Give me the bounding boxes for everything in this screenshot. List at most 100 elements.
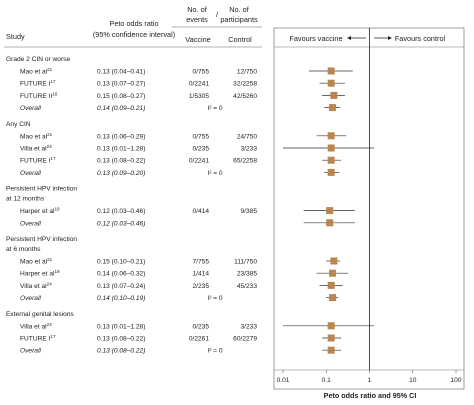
vaccine-events: 1/5305 (189, 93, 210, 100)
vaccine-events: 0/235 (192, 146, 209, 153)
overall-label: Overall (20, 220, 41, 227)
table-row: Mao et al21 0.13 (0.04–0.41) 0/755 12/750 (20, 67, 353, 76)
overall-row: Overall 0.13 (0.08–0.22) I² = 0 (20, 346, 342, 355)
point-marker (327, 144, 335, 152)
study-name: FUTURE I17 (20, 156, 56, 165)
vaccine-events: 0/235 (192, 323, 209, 330)
arrow-right-icon (374, 36, 392, 40)
table-row: Villa et al24 0.13 (0.01–1.28) 0/235 3/233 (20, 322, 375, 331)
vaccine-events: 1/414 (192, 271, 209, 278)
group-label: External genital lesions (6, 311, 75, 318)
or-ci-value: 0.13 (0.08–0.22) (97, 336, 145, 343)
study-name: Mao et al21 (20, 257, 53, 266)
overall-or-ci: 0.13 (0.09–0.20) (97, 170, 145, 177)
group-label: Persistent HPV infection (6, 186, 77, 193)
study-name: Villa et al24 (20, 322, 52, 331)
table-row: FUTURE I17 0.13 (0.08–0.22) 0/2261 60/2279 (20, 334, 342, 343)
header-participants-line1: No. of (229, 5, 249, 14)
control-events: 60/2279 (233, 336, 257, 343)
control-events: 111/750 (234, 259, 257, 266)
overall-row: Overall 0.13 (0.09–0.20) I² = 0 (20, 168, 340, 177)
point-marker (327, 334, 335, 342)
control-events: 3/233 (240, 146, 257, 153)
overall-marker (327, 168, 335, 176)
group-1: Any CIN Mao et al21 0.13 (0.06–0.29) 0/755 2… (6, 121, 375, 177)
arrow-left-icon (347, 36, 366, 40)
group-0: Grade 2 CIN or worse Mao et al21 0.13 (0.0… (6, 56, 353, 112)
point-marker (327, 156, 335, 164)
control-events: 32/2258 (233, 81, 257, 88)
control-events: 42/5260 (233, 93, 257, 100)
group-label: Grade 2 CIN or worse (6, 56, 70, 63)
or-ci-value: 0.13 (0.07–0.24) (97, 283, 145, 290)
group-label: at 6 months (6, 246, 41, 253)
overall-marker (329, 294, 337, 302)
point-marker (330, 91, 338, 99)
group-label: Persistent HPV infection (6, 236, 77, 243)
header-vaccine: Vaccine (185, 35, 210, 44)
overall-label: Overall (20, 105, 41, 112)
i-squared: I² = 0 (207, 105, 223, 112)
header-slash: / (216, 10, 219, 19)
overall-or-ci: 0.14 (0.09–0.21) (97, 105, 145, 112)
table-row: Harper et al19 0.14 (0.06–0.32) 1/414 23/38… (20, 269, 349, 278)
header-study: Study (6, 32, 25, 41)
x-tick-label: 100 (450, 377, 461, 384)
study-name: Villa et al24 (20, 144, 52, 153)
favours-vaccine-label: Favours vaccine (289, 34, 342, 43)
table-row: Villa et al24 0.13 (0.01–1.28) 0/235 3/233 (20, 144, 375, 153)
plot-panel-frame (273, 27, 465, 390)
control-events: 12/750 (237, 69, 258, 76)
point-marker (327, 79, 335, 87)
overall-label: Overall (20, 295, 41, 302)
study-name: Villa et al24 (20, 281, 52, 290)
overall-or-ci: 0.12 (0.03–0.46) (97, 220, 145, 227)
favours-control-label: Favours control (395, 34, 446, 43)
header-control: Control (228, 35, 252, 44)
point-marker (329, 269, 337, 277)
or-ci-value: 0.13 (0.06–0.29) (97, 133, 145, 140)
overall-label: Overall (20, 170, 41, 177)
overall-row: Overall 0.14 (0.10–0.19) I² = 0 (20, 294, 339, 302)
i-squared: I² = 0 (207, 295, 223, 302)
overall-marker (327, 346, 335, 354)
study-name: FUTURE I17 (20, 79, 56, 88)
control-events: 45/233 (237, 283, 258, 290)
header-peto-line2: (95% confidence interval) (93, 30, 175, 39)
table-header: Study Peto odds ratio (95% confidence in… (4, 5, 262, 48)
vaccine-events: 2/235 (192, 283, 209, 290)
or-ci-value: 0.15 (0.10–0.21) (97, 259, 145, 266)
table-row: Harper et al19 0.12 (0.03–0.46) 0/414 9/385 (20, 207, 355, 216)
table-row: FUTURE I17 0.13 (0.07–0.27) 0/2241 32/2258 (20, 79, 345, 88)
control-events: 65/2258 (233, 158, 257, 165)
control-events: 9/385 (240, 208, 257, 215)
vaccine-events: 0/755 (192, 133, 209, 140)
control-events: 24/750 (237, 133, 258, 140)
control-events: 23/385 (237, 271, 258, 278)
table-row: Mao et al21 0.15 (0.10–0.21) 7/755 111/750 (20, 257, 341, 266)
study-name: FUTURE II16 (20, 91, 58, 100)
vaccine-events: 0/414 (192, 208, 209, 215)
group-label: at 12 months (6, 196, 45, 203)
study-name: Mao et al21 (20, 132, 53, 141)
study-name: Mao et al21 (20, 67, 53, 76)
group-2: Persistent HPV infection at 12 months Harp… (6, 186, 355, 227)
vaccine-events: 0/755 (192, 69, 209, 76)
study-name: Harper et al19 (20, 207, 60, 216)
point-marker (327, 132, 335, 140)
control-events: 3/233 (240, 323, 257, 330)
or-ci-value: 0.15 (0.08–0.27) (97, 93, 145, 100)
header-peto-line1: Peto odds ratio (109, 19, 158, 28)
header-events-line1: No. of (187, 5, 207, 14)
or-ci-value: 0.13 (0.07–0.27) (97, 81, 145, 88)
or-ci-value: 0.13 (0.08–0.22) (97, 158, 145, 165)
point-marker (327, 322, 335, 330)
i-squared: I² = 0 (207, 170, 223, 177)
or-ci-value: 0.12 (0.03–0.46) (97, 208, 145, 215)
table-row: Mao et al21 0.13 (0.06–0.29) 0/755 24/750 (20, 132, 347, 141)
x-tick-label: 1 (368, 377, 372, 384)
overall-marker (329, 104, 337, 112)
group-4: External genital lesions Villa et al24 0.1… (6, 311, 375, 355)
point-marker (330, 257, 338, 265)
